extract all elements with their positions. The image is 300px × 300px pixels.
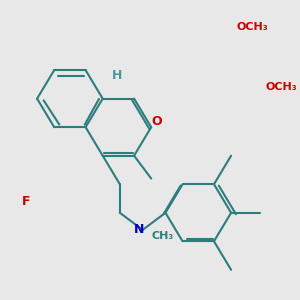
Text: OCH₃: OCH₃	[237, 22, 268, 32]
Text: H: H	[112, 69, 123, 82]
Text: OCH₃: OCH₃	[265, 82, 297, 92]
Text: O: O	[151, 115, 162, 128]
Text: CH₃: CH₃	[151, 231, 173, 241]
Text: F: F	[21, 195, 30, 208]
Text: N: N	[134, 224, 145, 236]
